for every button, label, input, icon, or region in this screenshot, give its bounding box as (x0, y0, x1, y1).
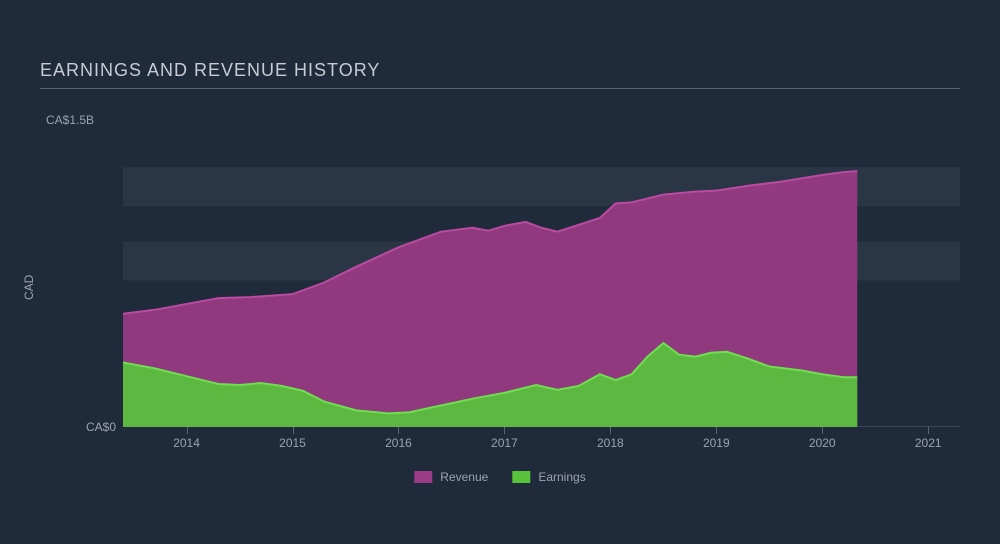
x-tick-mark (610, 427, 611, 434)
y-tick-top-label: CA$1.5B (46, 113, 94, 127)
x-tick-mark (822, 427, 823, 434)
x-tick-mark (716, 427, 717, 434)
chart-title: EARNINGS AND REVENUE HISTORY (40, 60, 380, 81)
x-tick-mark (187, 427, 188, 434)
y-tick-bottom-label: CA$0 (86, 420, 116, 434)
x-tick-mark (398, 427, 399, 434)
legend: Revenue Earnings (414, 470, 585, 484)
x-tick-label: 2017 (491, 436, 518, 450)
x-tick-mark (928, 427, 929, 434)
x-tick-label: 2015 (279, 436, 306, 450)
legend-label-earnings: Earnings (538, 470, 585, 484)
x-tick-mark (504, 427, 505, 434)
legend-item-revenue: Revenue (414, 470, 488, 484)
legend-swatch-earnings (512, 471, 530, 483)
x-tick-label: 2021 (915, 436, 942, 450)
legend-item-earnings: Earnings (512, 470, 585, 484)
y-axis-title: CAD (22, 275, 36, 300)
x-tick-label: 2016 (385, 436, 412, 450)
legend-label-revenue: Revenue (440, 470, 488, 484)
chart-svg (123, 134, 960, 427)
x-tick-label: 2019 (703, 436, 730, 450)
x-tick-mark (293, 427, 294, 434)
x-tick-label: 2018 (597, 436, 624, 450)
plot-area (123, 134, 960, 427)
x-tick-label: 2014 (173, 436, 200, 450)
earnings-revenue-chart: EARNINGS AND REVENUE HISTORY CA$1.5B CAD… (0, 0, 1000, 544)
legend-swatch-revenue (414, 471, 432, 483)
title-underline (40, 88, 960, 89)
x-tick-label: 2020 (809, 436, 836, 450)
